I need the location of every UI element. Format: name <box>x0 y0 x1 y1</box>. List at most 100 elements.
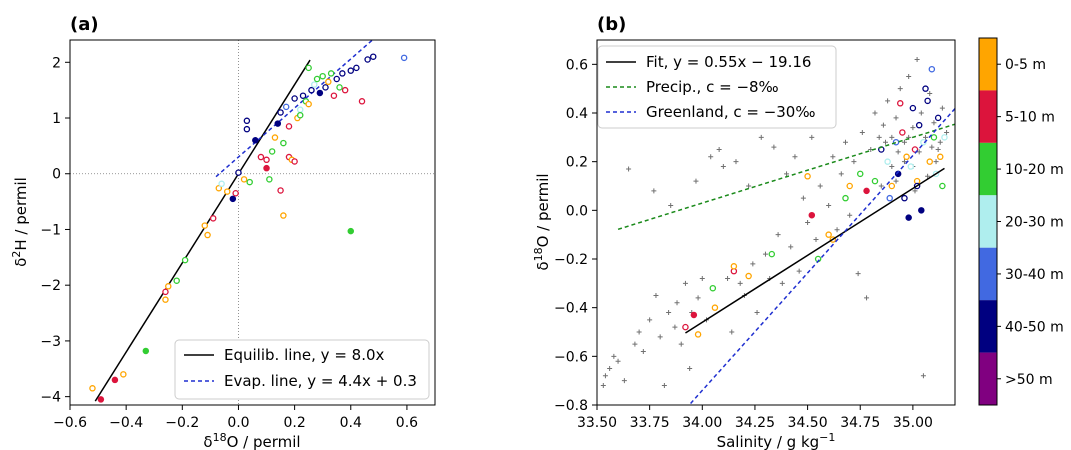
data-point <box>235 169 242 176</box>
gray-cross-point <box>893 115 899 121</box>
x-axis-ticks: −0.6 −0.4 −0.2 0.0 0.2 0.4 0.6 <box>53 405 418 431</box>
y-tick-label: 0 <box>52 167 61 183</box>
legend-fit: Fit, y = 0.55x − 19.16 <box>646 53 811 71</box>
data-point <box>690 311 698 319</box>
data-point <box>271 134 279 141</box>
gray-cross-point <box>607 366 613 371</box>
y-tick-label: −0.6 <box>554 349 588 365</box>
y-tick-label: −2 <box>40 278 61 294</box>
data-point <box>899 129 906 136</box>
gray-cross-point <box>775 232 781 238</box>
colorbar-label: 10-20 m <box>1005 162 1064 178</box>
gray-cross-point <box>666 310 672 316</box>
x-tick-label: 0.2 <box>283 415 305 431</box>
data-point <box>922 85 929 92</box>
data-point <box>165 283 172 290</box>
data-point <box>277 109 284 116</box>
data-point <box>400 54 408 62</box>
panel-a-label: (a) <box>70 14 99 35</box>
fit-line-0 <box>94 59 311 402</box>
data-point <box>903 153 910 161</box>
panel-a: (a) −0.6 −0.4 −0.2 0.0 0.2 0.4 0.6 −4 −3 −2 −1 0 1 2… <box>10 14 436 450</box>
legend-evap: Evap. line, y = 4.4x + 0.3 <box>224 372 417 390</box>
gray-cross-point <box>716 147 722 152</box>
gray-cross-point <box>895 149 901 155</box>
data-point <box>173 277 180 284</box>
gray-cross-point <box>771 144 777 150</box>
data-point <box>909 104 917 112</box>
gray-cross-point <box>626 166 632 172</box>
y-tick-label: −1 <box>40 222 61 238</box>
data-point <box>918 207 925 214</box>
data-point <box>120 371 127 378</box>
gray-cross-point <box>893 178 899 184</box>
x-tick-label: −0.6 <box>53 415 87 431</box>
gray-cross-point <box>925 173 931 179</box>
data-point <box>232 189 239 197</box>
data-point <box>280 212 287 219</box>
gray-cross-point <box>855 271 861 277</box>
data-point <box>308 86 315 94</box>
y-axis-label: δ18O / permil <box>532 173 552 270</box>
x-tick-label: 34.50 <box>788 415 828 431</box>
gray-cross-point <box>632 341 638 347</box>
gray-cross-point <box>859 129 865 135</box>
data-point <box>768 250 776 258</box>
data-point <box>229 195 237 203</box>
data-point <box>892 138 900 146</box>
data-point <box>319 72 326 80</box>
gray-cross-point <box>661 383 667 389</box>
colorbar-segment <box>979 142 997 196</box>
x-axis-label: δ18O / permil <box>203 431 300 450</box>
y-tick-label: −0.8 <box>554 398 588 414</box>
fit-lines <box>94 40 374 402</box>
data-point <box>825 231 832 238</box>
gray-cross-point <box>883 139 889 145</box>
y-tick-label: 0.2 <box>566 155 588 171</box>
data-point <box>296 111 304 119</box>
gray-cross-point <box>762 251 768 257</box>
data-point <box>266 176 273 183</box>
x-tick-label: 0.0 <box>227 415 249 431</box>
data-point <box>364 56 371 63</box>
gray-cross-point <box>920 373 926 379</box>
gray-cross-point <box>750 261 756 267</box>
data-point <box>886 194 893 202</box>
gray-cross-point <box>842 139 848 145</box>
gray-cross-point <box>937 139 943 145</box>
data-point <box>863 187 870 195</box>
gray-cross-point <box>872 110 878 116</box>
data-point <box>842 194 849 202</box>
data-point <box>274 120 282 127</box>
fit-line-2 <box>688 108 955 405</box>
data-point <box>325 78 332 86</box>
data-point <box>888 182 896 190</box>
data-point <box>339 70 346 77</box>
data-point <box>358 98 366 105</box>
legend: Equilib. line, y = 8.0x Evap. line, y = … <box>174 339 430 400</box>
data-point <box>846 182 853 190</box>
y-tick-label: 1 <box>52 111 61 127</box>
data-point <box>162 288 169 296</box>
gray-cross-point <box>939 105 945 111</box>
data-point <box>263 156 270 164</box>
y-tick-label: −0.4 <box>554 301 588 317</box>
data-point <box>291 95 298 102</box>
data-point <box>282 103 290 111</box>
x-tick-label: 33.75 <box>630 415 670 431</box>
gray-cross-point <box>600 383 606 389</box>
data-point <box>907 163 915 170</box>
data-point <box>89 385 96 392</box>
gray-cross-point <box>847 212 853 218</box>
gray-cross-point <box>805 220 811 225</box>
gray-cross-point <box>817 183 823 189</box>
data-point <box>257 153 265 161</box>
data-point <box>930 134 938 141</box>
data-point <box>243 125 251 133</box>
gray-cross-point <box>788 244 794 250</box>
gray-cross-point <box>809 134 815 140</box>
data-point <box>142 347 150 355</box>
plot-frame <box>596 39 956 406</box>
gray-cross-point <box>647 317 653 323</box>
data-point <box>709 284 717 292</box>
